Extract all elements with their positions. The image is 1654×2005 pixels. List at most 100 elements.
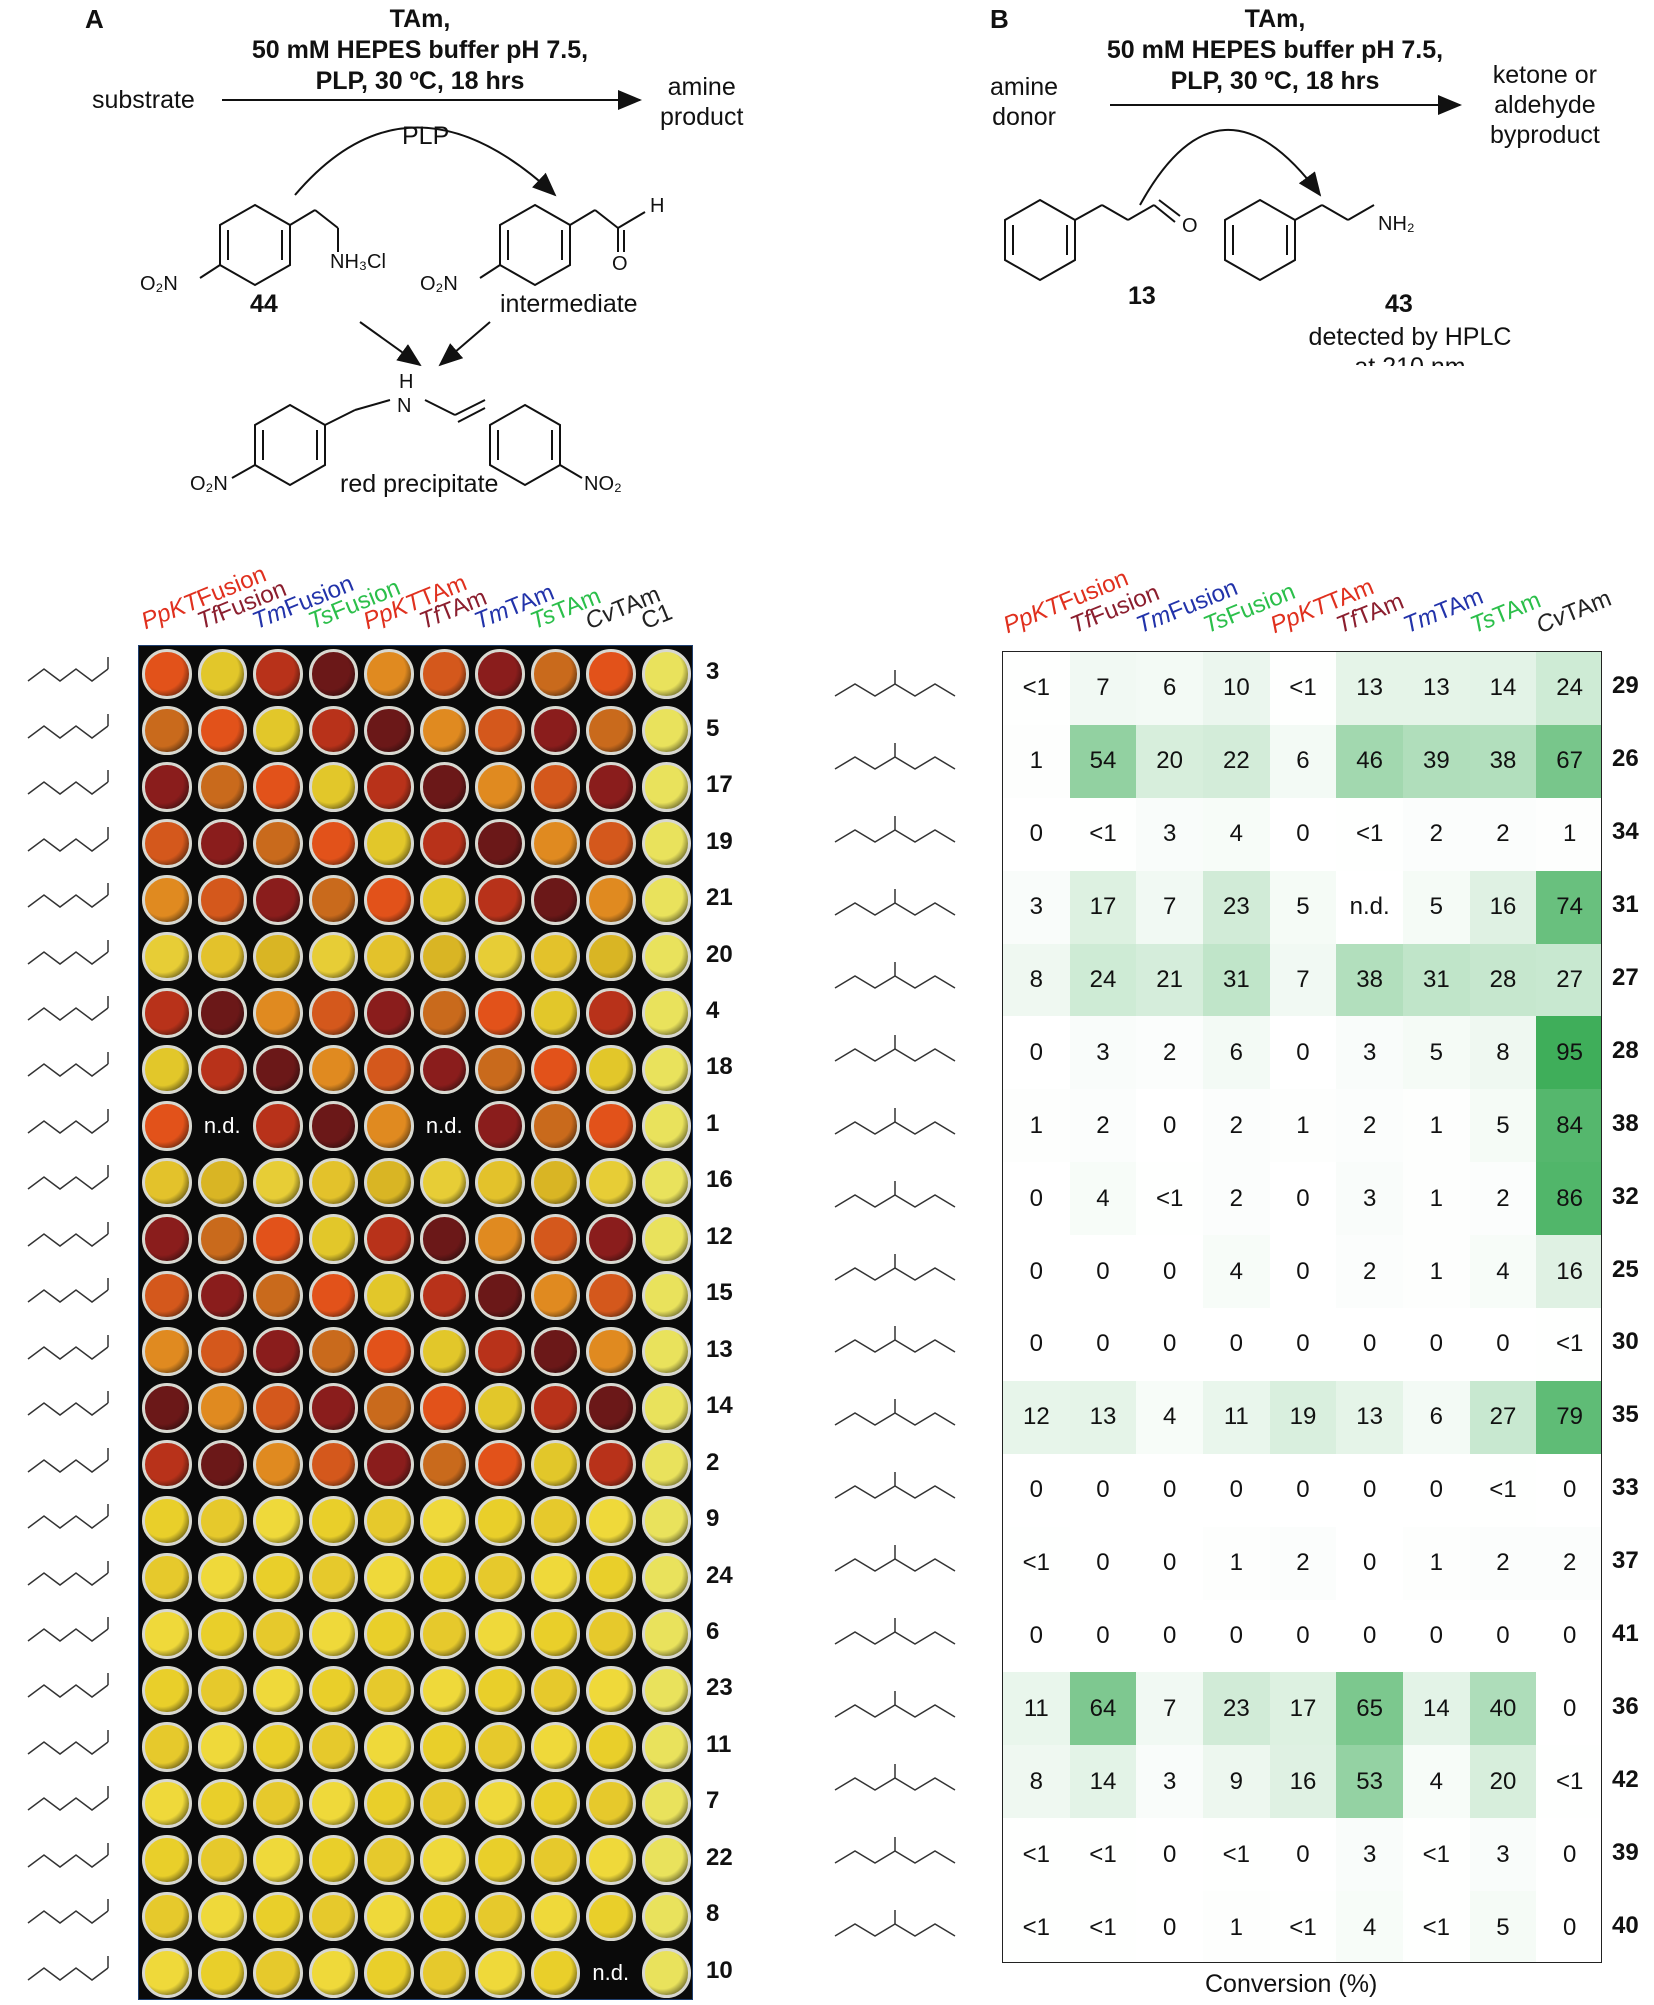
amine-product-line-1: amine bbox=[667, 73, 736, 101]
heatmap-cell: 0 bbox=[1069, 1235, 1137, 1308]
heatmap-cell: 0 bbox=[1269, 797, 1337, 871]
heatmap-cell: 1 bbox=[1269, 1089, 1337, 1163]
well bbox=[197, 649, 247, 699]
well bbox=[586, 875, 636, 925]
heatmap-cell: 2 bbox=[1203, 1089, 1270, 1163]
well bbox=[530, 1722, 580, 1772]
heatmap-cell: 4 bbox=[1403, 1745, 1470, 1819]
well bbox=[364, 875, 414, 925]
well bbox=[530, 1609, 580, 1659]
well bbox=[419, 1552, 469, 1603]
well bbox=[586, 649, 636, 699]
heatmap-cell: 23 bbox=[1203, 870, 1270, 944]
svg-text:O₂N: O₂N bbox=[140, 273, 178, 295]
heatmap-cell: 19 bbox=[1269, 1380, 1337, 1454]
well bbox=[308, 1609, 358, 1659]
byproduct-label: ketone or aldehyde byproduct bbox=[1490, 60, 1600, 150]
plate-row-label: 9 bbox=[706, 1505, 720, 1533]
well bbox=[586, 1665, 636, 1716]
well bbox=[419, 1326, 469, 1377]
panel-b-cond-line-2: 50 mM HEPES buffer pH 7.5, bbox=[1106, 36, 1444, 64]
well bbox=[641, 1157, 691, 1208]
heatmap-cell: 3 bbox=[1136, 797, 1203, 871]
heatmap-cell: 0 bbox=[1336, 1599, 1403, 1673]
well bbox=[475, 1270, 525, 1321]
well bbox=[142, 1722, 192, 1772]
well bbox=[142, 1835, 192, 1885]
well bbox=[475, 1383, 525, 1433]
well bbox=[308, 1157, 358, 1208]
heatmap-cell: <1 bbox=[1469, 1453, 1537, 1527]
well bbox=[308, 705, 358, 756]
heatmap-cell: 1 bbox=[1403, 1235, 1470, 1308]
heatmap-cell: n.d. bbox=[1336, 870, 1403, 944]
plate-row-label: 23 bbox=[706, 1674, 733, 1702]
well bbox=[530, 1157, 580, 1208]
heatmap-cell: 0 bbox=[1536, 1453, 1601, 1527]
well bbox=[142, 1214, 192, 1264]
substrate-structure bbox=[27, 1052, 109, 1078]
well bbox=[364, 1326, 414, 1377]
red-precipitate-label: red precipitate bbox=[340, 470, 499, 498]
well bbox=[586, 1044, 636, 1095]
heatmap-cell: 24 bbox=[1069, 943, 1137, 1017]
plate-row-label: 12 bbox=[706, 1222, 733, 1250]
heatmap-cell: 0 bbox=[1203, 1453, 1270, 1527]
well bbox=[253, 1609, 303, 1659]
well bbox=[308, 988, 358, 1038]
amine-donor-structure bbox=[834, 1545, 956, 1572]
well bbox=[308, 1270, 358, 1321]
heatmap-cell: 5 bbox=[1469, 1089, 1537, 1163]
heatmap-cell: 2 bbox=[1069, 1089, 1137, 1163]
heatmap-cell: 3 bbox=[1336, 1162, 1403, 1236]
well-nd-label: n.d. bbox=[203, 1112, 241, 1138]
well bbox=[364, 1778, 414, 1829]
well bbox=[197, 762, 247, 812]
well bbox=[586, 762, 636, 812]
well bbox=[641, 705, 691, 756]
heatmap-cell: 0 bbox=[1269, 1308, 1337, 1381]
heatmap-cell: 8 bbox=[1003, 1745, 1070, 1819]
well bbox=[253, 762, 303, 812]
byproduct-line-3: byproduct bbox=[1490, 121, 1600, 149]
heatmap-cell: <1 bbox=[1403, 1818, 1470, 1892]
heatmap-cell: <1 bbox=[1136, 1162, 1203, 1236]
heatmap-cell: <1 bbox=[1069, 1891, 1137, 1962]
plate-row-label: 3 bbox=[706, 658, 720, 686]
heatmap-cell: <1 bbox=[1203, 1818, 1270, 1892]
well bbox=[364, 1214, 414, 1264]
well bbox=[419, 1214, 469, 1264]
heatmap-cell: 16 bbox=[1536, 1235, 1601, 1308]
well bbox=[197, 1948, 247, 1998]
amine-donor-structure bbox=[834, 1107, 956, 1135]
amine-donor-structure bbox=[834, 1253, 956, 1281]
heatmap-cell: 5 bbox=[1403, 870, 1470, 944]
well bbox=[419, 762, 469, 812]
heatmap-cell: 7 bbox=[1136, 1672, 1203, 1746]
heatmap-cell: 86 bbox=[1536, 1162, 1601, 1236]
well bbox=[142, 705, 192, 756]
well bbox=[530, 1891, 580, 1942]
well bbox=[586, 1101, 636, 1151]
well bbox=[641, 1270, 691, 1321]
well bbox=[530, 1383, 580, 1433]
well bbox=[419, 1044, 469, 1095]
heatmap-cell: 0 bbox=[1136, 1308, 1203, 1381]
well bbox=[419, 1496, 469, 1546]
amine-donor-structure bbox=[834, 1180, 956, 1208]
heatmap-cell: 54 bbox=[1069, 724, 1137, 798]
heatmap-cell: 0 bbox=[1069, 1526, 1137, 1600]
heatmap-cell: 0 bbox=[1336, 1526, 1403, 1600]
heatmap-cell: 95 bbox=[1536, 1016, 1601, 1090]
heatmap-cell: 4 bbox=[1203, 1235, 1270, 1308]
heatmap-cell: 0 bbox=[1536, 1891, 1601, 1962]
well bbox=[364, 1891, 414, 1942]
well bbox=[197, 1214, 247, 1264]
well bbox=[586, 1778, 636, 1829]
well bbox=[586, 1270, 636, 1321]
well bbox=[586, 1722, 636, 1772]
well bbox=[641, 1383, 691, 1433]
byproduct-line-1: ketone or bbox=[1492, 61, 1598, 89]
amine-donor-structure bbox=[834, 889, 956, 916]
heatmap-cell: 31 bbox=[1203, 943, 1270, 1017]
